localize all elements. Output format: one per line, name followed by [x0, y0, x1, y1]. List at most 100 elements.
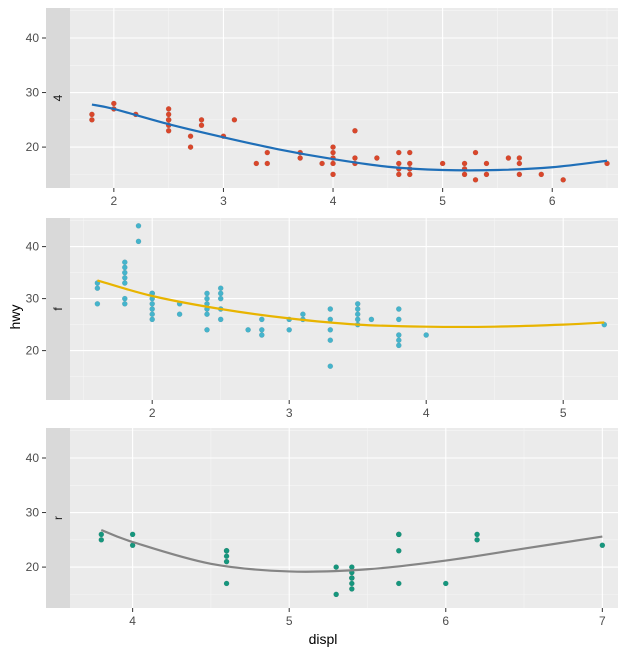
data-point	[176, 311, 183, 318]
data-point	[217, 290, 224, 297]
data-point	[395, 531, 402, 538]
data-point	[300, 311, 306, 318]
smooth-fit-line	[91, 103, 608, 172]
facet-panel-cyl-f: f 2 3 4 5 20 30 40	[26, 218, 618, 420]
data-point	[98, 537, 105, 543]
data-point	[204, 295, 210, 302]
data-point	[442, 580, 449, 587]
data-point	[406, 149, 413, 156]
data-point	[327, 363, 334, 370]
data-point	[122, 264, 128, 271]
data-point	[395, 580, 402, 587]
data-point	[330, 144, 336, 150]
data-point	[516, 155, 523, 161]
data-point	[439, 160, 446, 167]
data-point	[94, 300, 101, 307]
smooth-fit-line	[97, 279, 605, 329]
data-point	[217, 285, 224, 292]
data-point	[354, 311, 361, 318]
data-point	[349, 564, 355, 570]
data-point	[423, 332, 430, 338]
data-point	[352, 155, 358, 161]
x-tick-label: 4	[129, 614, 136, 628]
data-point	[538, 171, 545, 178]
x-tick-label: 3	[286, 406, 293, 420]
x-tick-label: 4	[423, 406, 430, 420]
data-point	[258, 326, 265, 333]
data-point	[89, 111, 95, 118]
facet-panel-cyl-r: r 4 5 6 7 20 30 40	[26, 428, 618, 628]
data-point	[122, 269, 128, 276]
data-point	[330, 149, 336, 156]
data-point	[129, 531, 136, 538]
y-tick-label: 20	[26, 344, 40, 358]
data-point	[368, 316, 375, 323]
facet-strip	[46, 428, 70, 608]
data-point	[258, 332, 265, 338]
x-tick-label: 2	[149, 406, 156, 420]
y-tick-label: 40	[26, 240, 40, 254]
data-point	[516, 160, 523, 167]
facet-strip-label: f	[51, 307, 65, 311]
data-point	[349, 575, 355, 581]
data-layer	[94, 222, 608, 370]
data-point	[406, 171, 413, 178]
data-point	[94, 285, 101, 292]
y-tick-label: 20	[26, 560, 40, 574]
data-point	[354, 306, 361, 312]
data-point	[327, 337, 334, 344]
data-point	[149, 306, 155, 312]
data-point	[333, 564, 339, 570]
data-point	[319, 160, 325, 167]
data-point	[330, 171, 336, 178]
data-point	[204, 326, 210, 333]
data-point	[264, 149, 271, 156]
data-point	[122, 259, 128, 266]
data-point	[89, 117, 95, 123]
facet-strip	[46, 218, 70, 400]
data-point	[474, 531, 480, 538]
data-point	[395, 149, 402, 156]
data-point	[98, 531, 105, 538]
data-point	[354, 300, 361, 307]
data-point	[204, 290, 210, 297]
data-point	[483, 171, 490, 178]
data-point	[472, 149, 479, 156]
plot-panel-background	[70, 428, 618, 608]
data-point	[135, 238, 142, 245]
data-point	[165, 111, 172, 118]
smooth-fit-line	[100, 528, 603, 573]
data-layer	[89, 100, 610, 188]
data-point	[258, 316, 265, 323]
data-point	[198, 117, 205, 123]
data-point	[472, 177, 479, 183]
y-axis-title: hwy	[7, 305, 23, 330]
x-tick-label: 6	[442, 614, 449, 628]
facet-strip-label: r	[51, 516, 65, 520]
data-point	[395, 337, 402, 344]
data-point	[461, 160, 468, 167]
y-tick-label: 40	[26, 451, 40, 465]
y-tick-label: 40	[26, 31, 40, 45]
plot-panel-background	[70, 218, 618, 400]
y-tick-label: 30	[26, 86, 40, 100]
data-point	[122, 295, 128, 302]
data-point	[333, 591, 339, 598]
data-point	[560, 177, 567, 183]
data-point	[395, 547, 402, 554]
data-point	[187, 144, 194, 150]
data-point	[223, 547, 230, 554]
x-tick-label: 4	[330, 194, 337, 208]
data-point	[352, 127, 358, 134]
facet-strip	[46, 8, 70, 188]
data-point	[330, 160, 336, 167]
data-point	[461, 171, 468, 178]
data-point	[327, 326, 334, 333]
x-tick-label: 5	[560, 406, 567, 420]
data-point	[165, 127, 172, 134]
data-point	[149, 300, 155, 307]
data-point	[409, 187, 411, 188]
data-point	[223, 553, 230, 559]
data-point	[122, 300, 128, 307]
facet-panel-cyl-4: 4 2 3 4 5 6 20 30 40	[26, 8, 618, 208]
